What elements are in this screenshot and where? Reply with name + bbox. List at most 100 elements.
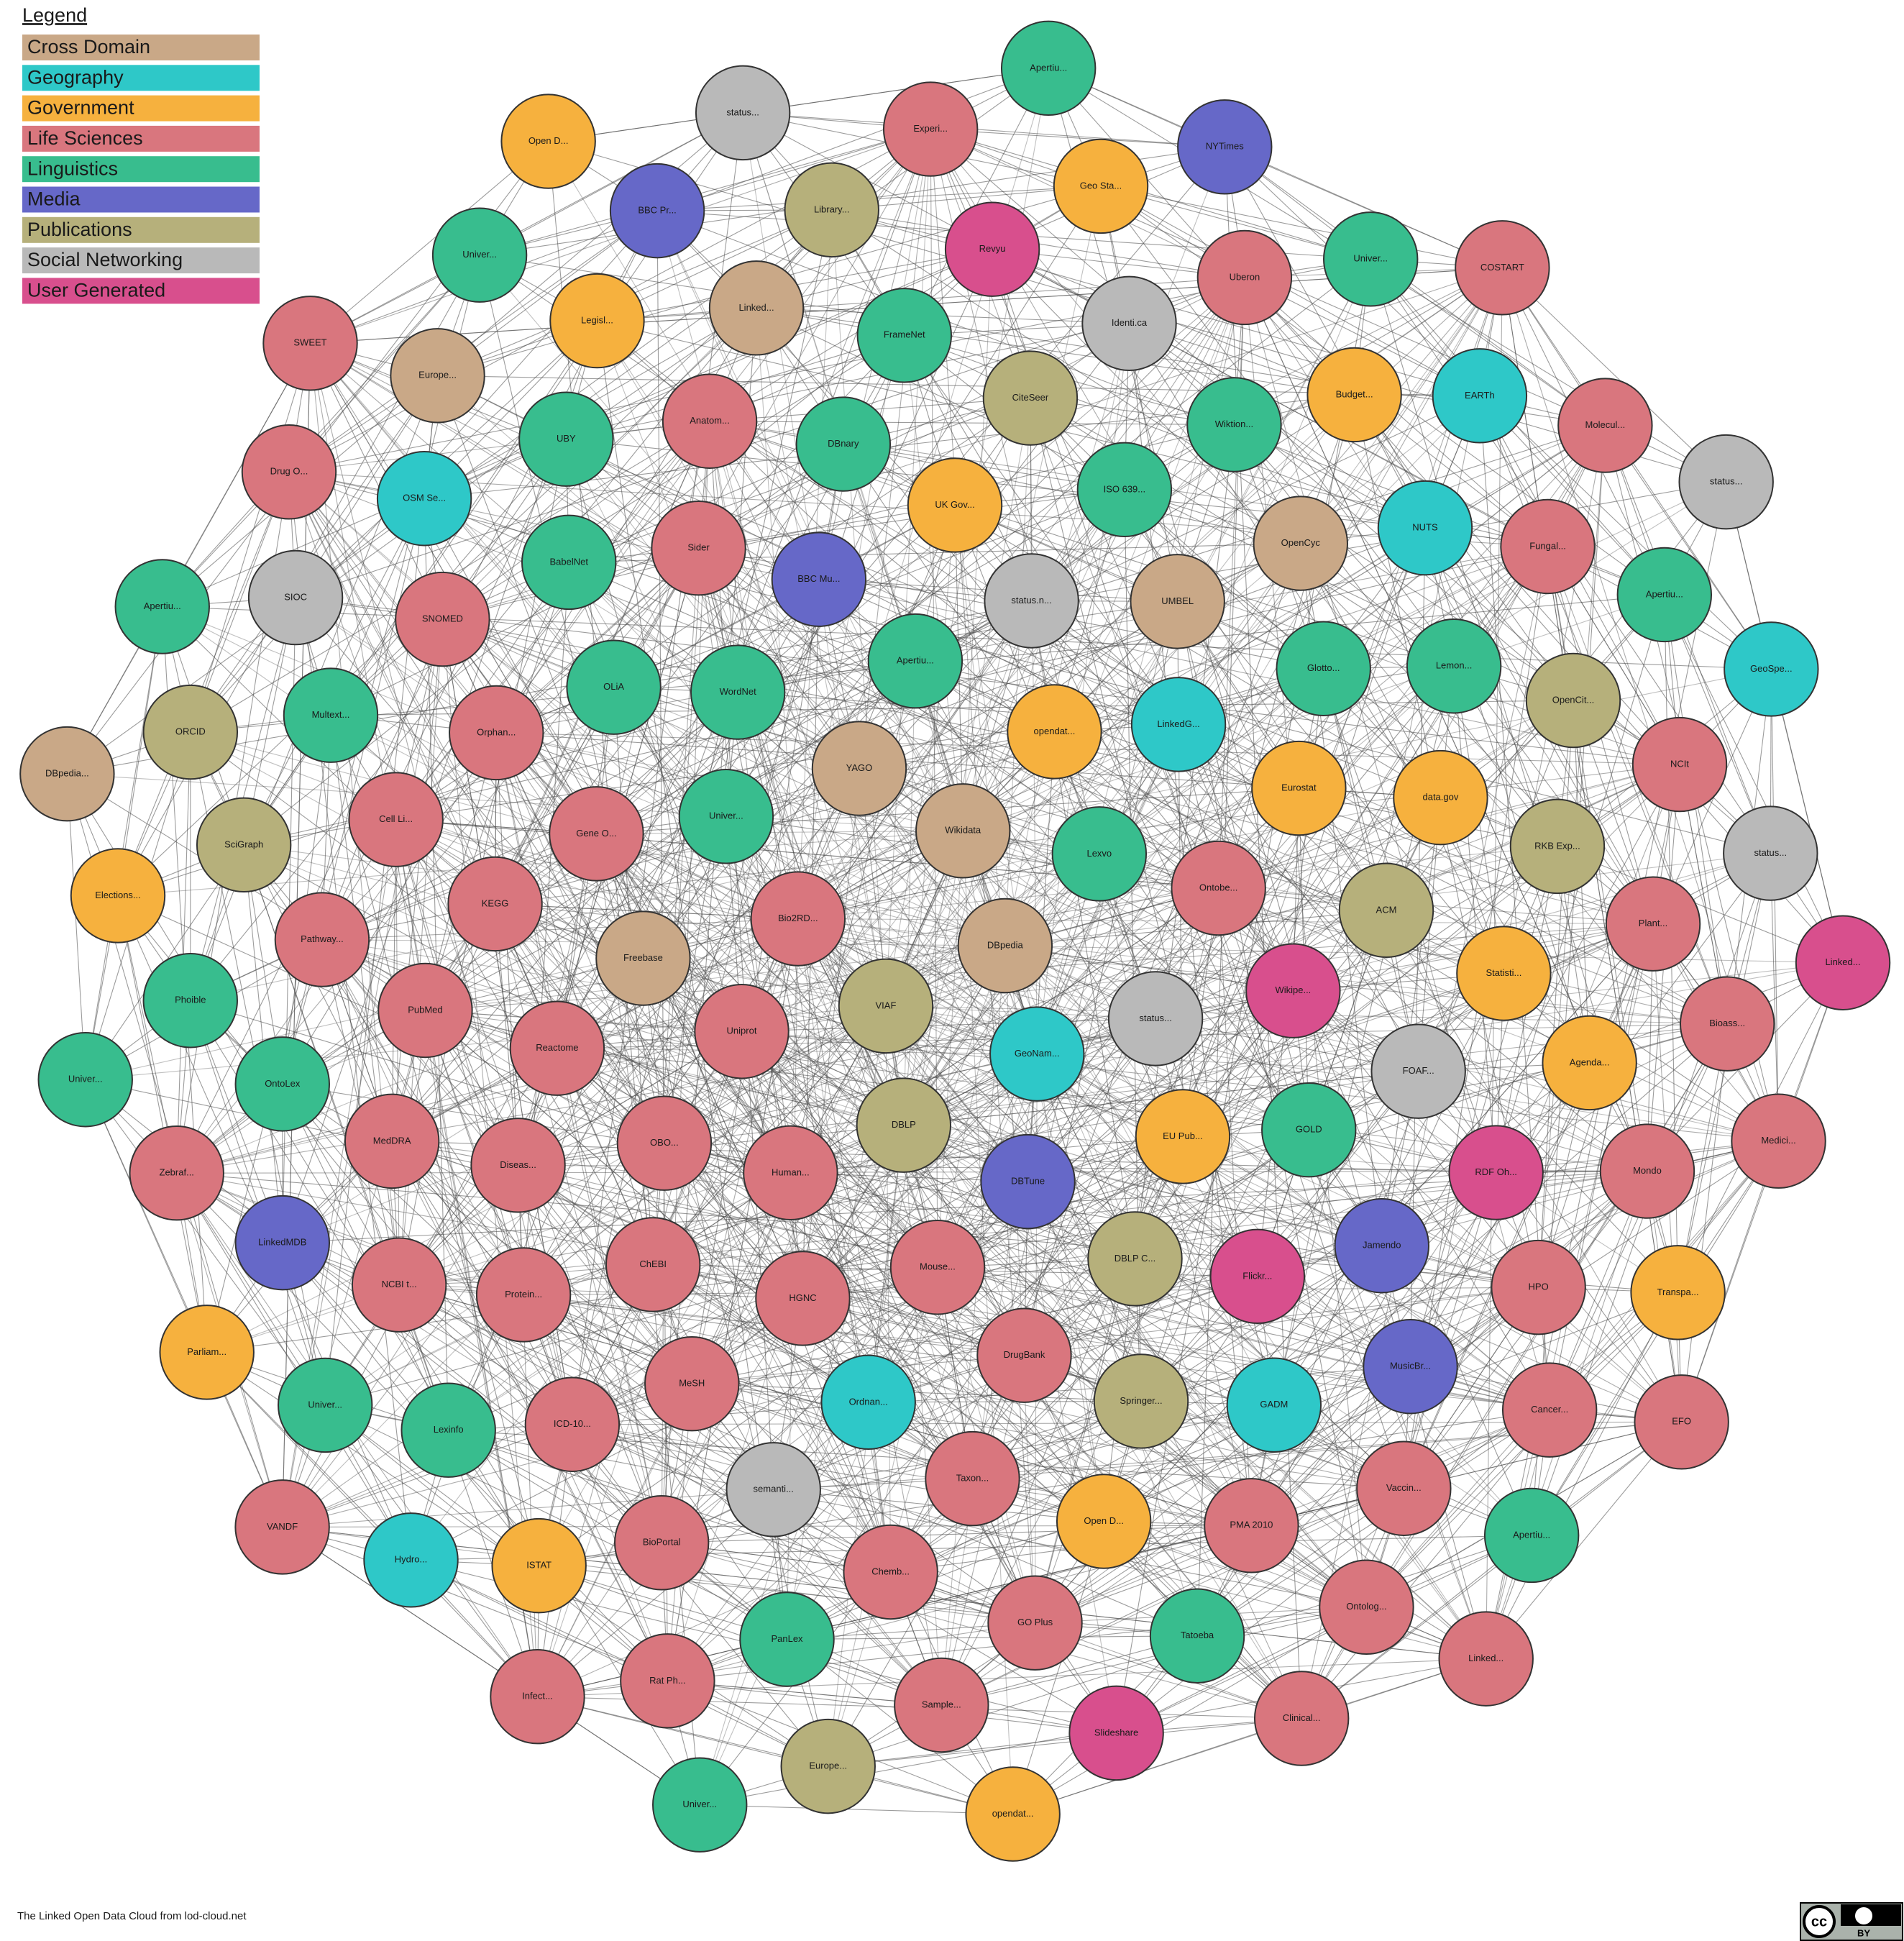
node-group: OLiA (566, 639, 662, 735)
edge (1273, 973, 1504, 1405)
edge (1301, 1421, 1682, 1719)
edge (890, 1571, 1302, 1720)
edge (282, 1165, 519, 1527)
badge-cc: cc (1811, 1914, 1827, 1929)
node-label: Protein... (505, 1289, 542, 1300)
edge (890, 546, 1548, 1573)
node (690, 644, 786, 740)
node-group: GO Plus (987, 1575, 1083, 1671)
legend-label: Media (27, 188, 81, 210)
node (987, 1575, 1083, 1671)
node (1542, 1015, 1637, 1111)
node-label: Open D... (1084, 1515, 1124, 1526)
edge (1370, 259, 1679, 1293)
edge (1531, 1141, 1780, 1536)
node (662, 373, 758, 469)
edge (437, 375, 942, 1706)
node-label: Open D... (528, 135, 569, 146)
node-label: semanti... (754, 1484, 794, 1494)
edge (1036, 1054, 1104, 1522)
edge (954, 505, 1006, 946)
node (274, 892, 370, 987)
edge (391, 1141, 774, 1490)
edge (962, 830, 1678, 1293)
node-group: Apertiu... (867, 613, 964, 709)
edge (206, 1351, 1302, 1720)
node-label: GO Plus (1017, 1617, 1053, 1627)
edge (206, 1352, 411, 1561)
node-group: OBO... (616, 1095, 713, 1191)
node-group: GADM (1226, 1357, 1322, 1453)
node-group: VANDF (234, 1479, 330, 1575)
edge (885, 1005, 1411, 1367)
node-label: Taxon... (956, 1473, 989, 1484)
edge (1501, 267, 1727, 483)
node-label: Cancer... (1531, 1404, 1568, 1415)
node-label: Zebraf... (160, 1167, 194, 1178)
node-label: Univer... (1353, 253, 1388, 264)
edge (395, 819, 1367, 1608)
node-group: BioPortal (613, 1495, 710, 1591)
node-group: Identi.ca (1081, 275, 1177, 372)
edge (117, 606, 163, 896)
node-label: status... (1754, 847, 1788, 858)
node-group: DBpedia... (19, 726, 115, 822)
edge (691, 945, 1006, 1384)
node-label: Ordnan... (849, 1396, 888, 1407)
edge (295, 597, 799, 920)
node-label: Lexinfo (434, 1424, 464, 1435)
node-group: LinkedMDB (234, 1195, 330, 1291)
node-group: SNOMED (395, 571, 490, 667)
node (1679, 976, 1775, 1072)
node (1253, 495, 1348, 591)
node (1007, 684, 1102, 780)
node (695, 65, 791, 161)
node-group: opendat... (1007, 684, 1102, 780)
node-group: Clinical... (1253, 1671, 1350, 1766)
node-group: Cancer... (1501, 1362, 1598, 1458)
edge (613, 687, 1038, 1054)
node (678, 769, 774, 864)
edge (1012, 1658, 1486, 1815)
node (1605, 876, 1701, 972)
node-label: Identi.ca (1112, 317, 1148, 328)
node-label: Univer... (682, 1799, 717, 1809)
edge (425, 1010, 904, 1126)
node-group: Univer... (678, 769, 774, 864)
edge (930, 129, 1225, 147)
node-label: Medici... (1761, 1135, 1795, 1146)
edge (176, 1172, 1117, 1734)
node-label: Sample... (922, 1699, 961, 1709)
node (390, 328, 485, 424)
node (1406, 618, 1502, 714)
edge (1681, 962, 1844, 1422)
node-group: Open D... (500, 93, 596, 189)
edge (395, 819, 400, 1285)
node (447, 856, 543, 952)
node-label: Sider (687, 542, 710, 553)
node (401, 1382, 496, 1478)
node-group: Sider (651, 500, 746, 596)
edge (557, 546, 1548, 1049)
node-group: Rat Ph... (620, 1633, 715, 1729)
node (1334, 1198, 1429, 1294)
edge (903, 962, 1844, 1126)
node-label: Clinical... (1283, 1712, 1321, 1723)
edge (797, 918, 892, 1573)
edge (831, 209, 1550, 1410)
edge (1100, 186, 1728, 1025)
node-group: HPO (1491, 1239, 1586, 1335)
edge (692, 1383, 1142, 1402)
legend-label: Cross Domain (27, 36, 150, 58)
node (856, 288, 952, 383)
node-label: DBpedia (987, 939, 1024, 950)
node-label: Anatom... (690, 415, 730, 426)
node (726, 1442, 821, 1538)
node-label: Wikidata (945, 825, 981, 836)
node-label: OntoLex (265, 1078, 301, 1089)
node-group: Wikipe... (1245, 943, 1341, 1038)
edge (1678, 853, 1771, 1293)
node (1631, 716, 1728, 813)
node-group: Open D... (1056, 1474, 1152, 1569)
